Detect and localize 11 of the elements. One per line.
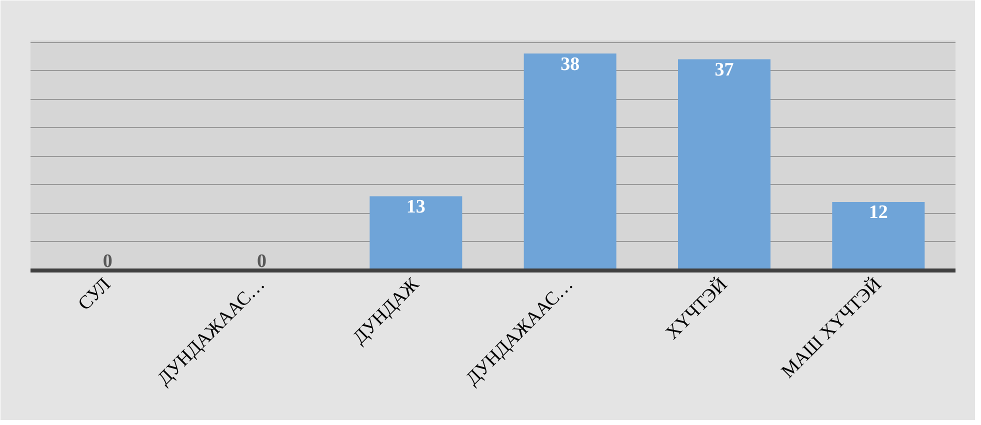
data-label: 0	[257, 251, 266, 272]
data-label: 13	[406, 196, 426, 218]
data-label: 12	[868, 202, 888, 224]
data-label: 38	[560, 54, 580, 75]
x-tick-label: СУЛ	[74, 274, 116, 315]
bar	[832, 202, 925, 270]
bar	[370, 196, 462, 270]
data-label: 37	[714, 59, 734, 80]
data-label: 0	[102, 251, 112, 272]
bar	[678, 59, 770, 270]
bar	[524, 54, 616, 270]
